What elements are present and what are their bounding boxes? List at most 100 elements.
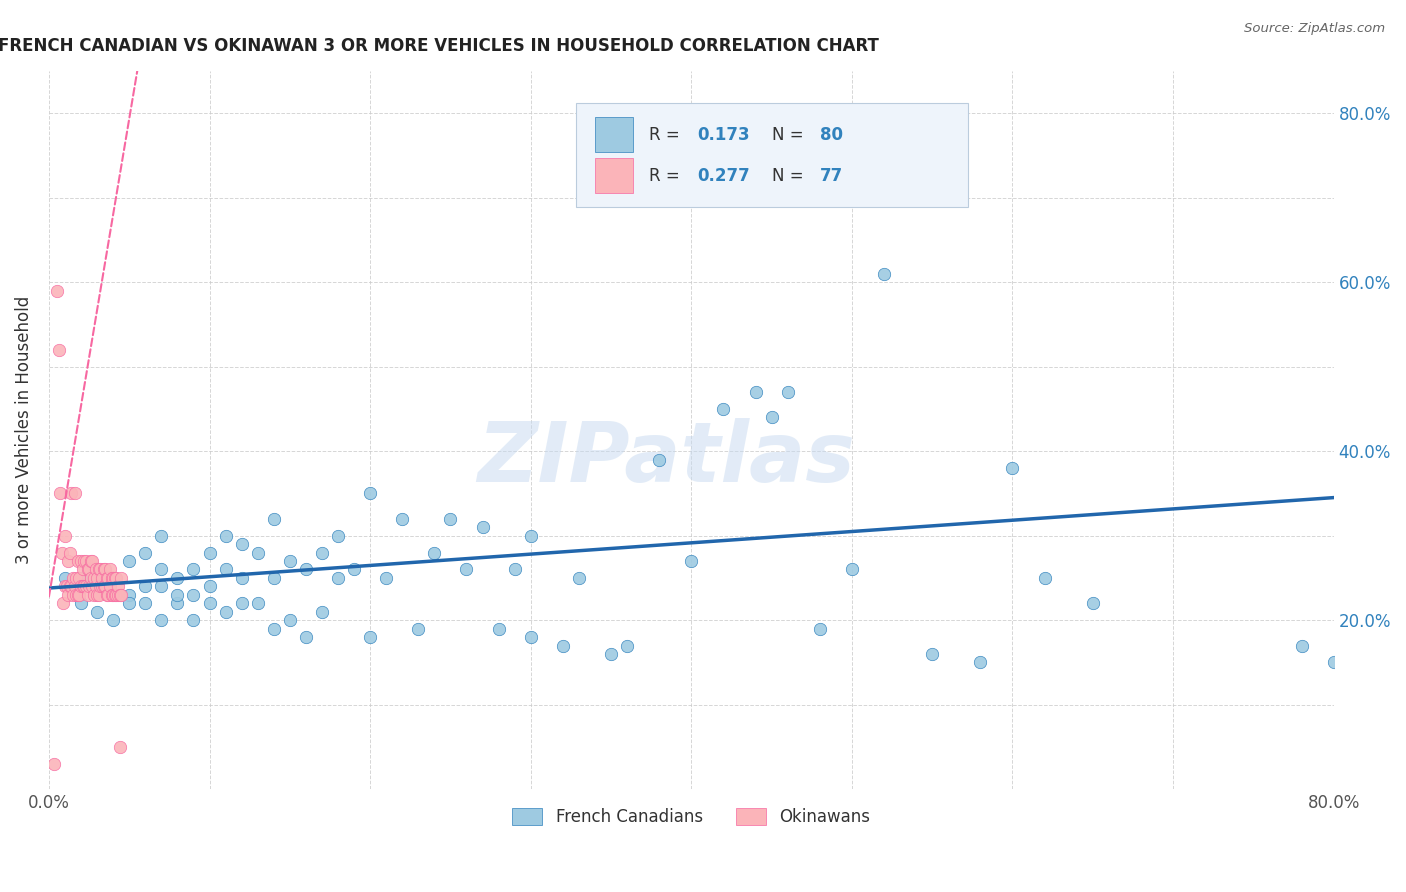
Point	[150, 562, 173, 576]
Point	[96, 588, 118, 602]
Point	[94, 579, 117, 593]
Point	[53, 579, 76, 593]
Point	[87, 562, 110, 576]
Point	[100, 588, 122, 602]
Point	[118, 588, 141, 602]
Point	[72, 562, 94, 576]
Point	[89, 562, 111, 576]
Point	[150, 528, 173, 542]
Point	[713, 401, 735, 416]
Point	[423, 545, 446, 559]
Text: R =: R =	[650, 167, 685, 185]
Point	[49, 486, 72, 500]
Point	[59, 579, 82, 593]
Point	[83, 588, 105, 602]
Point	[89, 579, 111, 593]
FancyBboxPatch shape	[575, 103, 967, 207]
Point	[80, 571, 103, 585]
Point	[93, 579, 115, 593]
Point	[326, 571, 349, 585]
Point	[104, 588, 127, 602]
Point	[97, 588, 120, 602]
Text: 0.277: 0.277	[697, 167, 751, 185]
Point	[62, 571, 84, 585]
Point	[905, 190, 928, 204]
Point	[969, 656, 991, 670]
Point	[108, 588, 131, 602]
Point	[51, 545, 73, 559]
Bar	[595, 159, 634, 193]
Point	[82, 579, 104, 593]
Point	[198, 545, 221, 559]
Point	[46, 284, 69, 298]
Point	[86, 588, 108, 602]
Point	[55, 579, 77, 593]
Point	[263, 571, 285, 585]
Point	[359, 630, 381, 644]
Point	[82, 554, 104, 568]
Point	[776, 384, 799, 399]
Point	[681, 554, 703, 568]
Point	[134, 579, 156, 593]
Point	[278, 613, 301, 627]
Point	[75, 579, 97, 593]
Point	[183, 588, 205, 602]
Point	[86, 571, 108, 585]
Point	[231, 537, 253, 551]
Point	[97, 571, 120, 585]
Text: R =: R =	[650, 126, 685, 144]
Point	[183, 562, 205, 576]
Point	[100, 571, 122, 585]
Point	[118, 596, 141, 610]
Point	[246, 545, 269, 559]
Point	[53, 571, 76, 585]
Text: N =: N =	[772, 167, 808, 185]
Point	[408, 622, 430, 636]
Point	[52, 596, 75, 610]
Point	[72, 579, 94, 593]
Point	[76, 588, 98, 602]
Point	[263, 512, 285, 526]
Point	[69, 588, 91, 602]
Point	[77, 562, 100, 576]
Point	[63, 579, 86, 593]
Point	[456, 562, 478, 576]
Point	[744, 384, 766, 399]
Point	[98, 562, 121, 576]
Point	[60, 579, 83, 593]
Point	[105, 588, 128, 602]
Point	[69, 571, 91, 585]
Point	[110, 571, 132, 585]
Point	[134, 596, 156, 610]
Point	[86, 571, 108, 585]
Point	[231, 596, 253, 610]
Point	[198, 579, 221, 593]
Point	[311, 545, 333, 559]
Point	[311, 605, 333, 619]
Point	[58, 588, 80, 602]
Text: 80: 80	[820, 126, 842, 144]
Point	[60, 486, 83, 500]
Point	[108, 739, 131, 754]
Point	[150, 579, 173, 593]
Point	[62, 588, 84, 602]
Point	[96, 571, 118, 585]
Point	[246, 596, 269, 610]
Point	[73, 579, 96, 593]
Point	[503, 562, 526, 576]
Point	[134, 545, 156, 559]
Point	[76, 562, 98, 576]
Point	[84, 579, 107, 593]
Point	[375, 571, 398, 585]
Point	[1033, 571, 1056, 585]
Point	[214, 528, 236, 542]
Point	[103, 588, 125, 602]
Point	[616, 639, 638, 653]
Point	[103, 571, 125, 585]
Point	[70, 579, 93, 593]
Point	[150, 613, 173, 627]
Point	[104, 571, 127, 585]
Point	[58, 554, 80, 568]
Point	[166, 571, 188, 585]
Point	[65, 571, 87, 585]
